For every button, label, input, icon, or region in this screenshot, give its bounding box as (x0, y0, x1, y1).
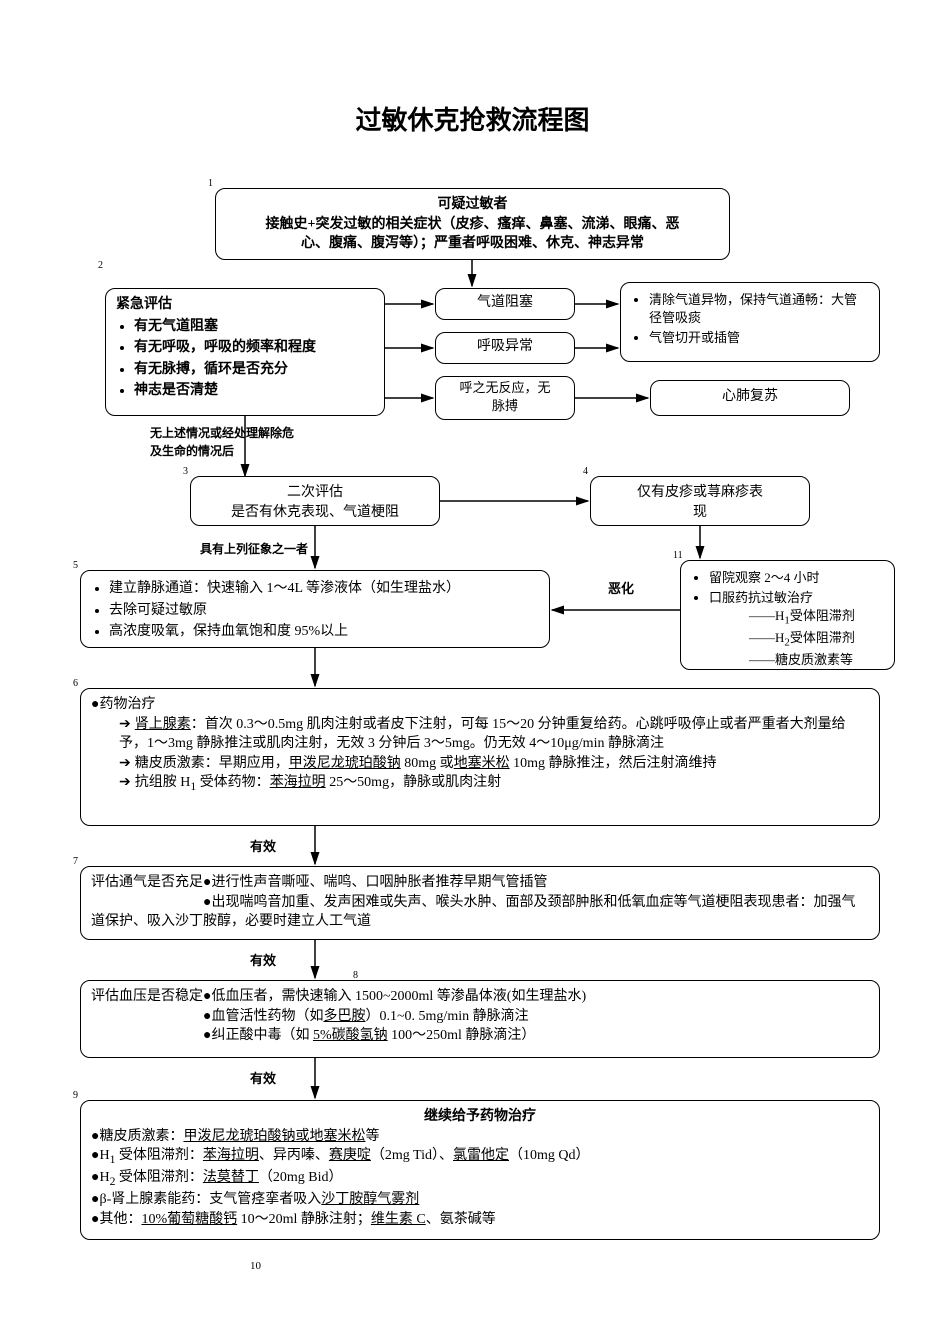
n6-header: ●药物治疗 (91, 695, 869, 715)
n9-list: ●糖皮质激素：甲泼尼龙琥珀酸钠或地塞米松等 ●H1 受体阻滞剂：苯海拉明、异丙嗪… (91, 1127, 869, 1230)
node-num-3: 3 (183, 466, 188, 477)
n5-b1: 去除可疑过敏原 (109, 601, 539, 621)
n11-b0: 留院观察 2～4 小时 (709, 569, 884, 587)
edge-label-worse: 恶化 (608, 578, 634, 597)
node-num-11: 11 (673, 550, 683, 561)
n9-header: 继续给予药物治疗 (91, 1107, 869, 1127)
node-secondary-eval: 二次评估 是否有休克表现、气道梗阻 (190, 476, 440, 526)
n2-bullets: 有无气道阻塞 有无呼吸，呼吸的频率和程度 有无脉搏，循环是否充分 神志是否清楚 (116, 317, 374, 401)
node-rash-only: 仅有皮疹或荨麻疹表 现 (590, 476, 810, 526)
node-num-1: 1 (208, 178, 213, 189)
node-num-6: 6 (73, 678, 78, 689)
n11-bullets: 留院观察 2～4 小时 口服药抗过敏治疗——H1受体阻滞剂——H2受体阻滞剂——… (691, 569, 884, 669)
n9-b4: ●其他：10%葡萄糖酸钙 10～20ml 静脉注射；维生素 C、氨茶碱等 (91, 1210, 869, 1230)
n6-a0: 肾上腺素：首次 0.3～0.5mg 肌肉注射或者皮下注射，可每 15～20 分钟… (119, 715, 869, 754)
n9-b2: ●H2 受体阻滞剂：法莫替丁（20mg Bid） (91, 1168, 869, 1190)
n2-b2: 有无脉搏，循环是否充分 (134, 360, 374, 380)
node-observe: 留院观察 2～4 小时 口服药抗过敏治疗——H1受体阻滞剂——H2受体阻滞剂——… (680, 560, 895, 670)
n2-b0: 有无气道阻塞 (134, 317, 374, 337)
n5-bullets: 建立静脉通道：快速输入 1～4L 等渗液体（如生理盐水） 去除可疑过敏原 高浓度… (91, 579, 539, 642)
n9-b1: ●H1 受体阻滞剂：苯海拉明、异丙嗪、赛庚啶（2mg Tid）、氯雷他定（10m… (91, 1146, 869, 1168)
n9-b3: ●β-肾上腺素能药：支气管痉挛者吸入沙丁胺醇气雾剂 (91, 1190, 869, 1210)
edge-label-eff2: 有效 (250, 950, 276, 969)
node-num-7: 7 (73, 856, 78, 867)
n5-b2: 高浓度吸氧，保持血氧饱和度 95%以上 (109, 622, 539, 642)
node-num-9: 9 (73, 1090, 78, 1101)
nclear-b0: 清除气道异物，保持气道通畅：大管径管吸痰 (649, 291, 869, 327)
node-airway-obstruction: 气道阻塞 (435, 288, 575, 320)
n6-a2: 抗组胺 H1 受体药物：苯海拉明 25～50mg，静脉或肌肉注射 (119, 773, 869, 795)
n2-header: 紧急评估 (116, 295, 374, 315)
n11-b1: 口服药抗过敏治疗——H1受体阻滞剂——H2受体阻滞剂——糖皮质激素等 (709, 589, 884, 669)
page-title: 过敏休克抢救流程图 (0, 100, 945, 137)
edge-label-noabove-1: 无上述情况或经处理解除危 (150, 424, 294, 441)
n2-b3: 神志是否清楚 (134, 381, 374, 401)
node-emergency-eval: 紧急评估 有无气道阻塞 有无呼吸，呼吸的频率和程度 有无脉搏，循环是否充分 神志… (105, 288, 385, 416)
node-continue-drugs: 继续给予药物治疗 ●糖皮质激素：甲泼尼龙琥珀酸钠或地塞米松等 ●H1 受体阻滞剂… (80, 1100, 880, 1240)
edge-label-eff1: 有效 (250, 836, 276, 855)
n3-l1: 是否有休克表现、气道梗阻 (201, 503, 429, 523)
n6-a1: 糖皮质激素：早期应用，甲泼尼龙琥珀酸钠 80mg 或地塞米松 10mg 静脉推注… (119, 754, 869, 774)
node-cpr: 心肺复苏 (650, 380, 850, 416)
n3-l0: 二次评估 (201, 483, 429, 503)
n5-b0: 建立静脉通道：快速输入 1～4L 等渗液体（如生理盐水） (109, 579, 539, 599)
nclear-bullets: 清除气道异物，保持气道通畅：大管径管吸痰 气管切开或插管 (631, 291, 869, 348)
edge-label-noabove-2: 及生命的情况后 (150, 442, 234, 459)
n4-l1: 现 (601, 503, 799, 523)
node-clear-airway: 清除气道异物，保持气道通畅：大管径管吸痰 气管切开或插管 (620, 282, 880, 362)
node-breathing-abnormal: 呼吸异常 (435, 332, 575, 364)
node-suspect: 可疑过敏者 接触史+突发过敏的相关症状（皮疹、瘙痒、鼻塞、流涕、眼痛、恶 心、腹… (215, 188, 730, 260)
node-num-5: 5 (73, 560, 78, 571)
node-drug-therapy: ●药物治疗 肾上腺素：首次 0.3～0.5mg 肌肉注射或者皮下注射，可每 15… (80, 688, 880, 826)
edge-label-hasone: 具有上列征象之一者 (200, 540, 308, 557)
n1-line1: 接触史+突发过敏的相关症状（皮疹、瘙痒、鼻塞、流涕、眼痛、恶 (226, 215, 719, 235)
n4-l0: 仅有皮疹或荨麻疹表 (601, 483, 799, 503)
page: 过敏休克抢救流程图 (0, 0, 945, 1337)
nclear-b1: 气管切开或插管 (649, 329, 869, 347)
node-no-response: 呼之无反应，无 脉搏 (435, 376, 575, 420)
node-bp-eval: 评估血压是否稳定●低血压者，需快速输入 1500~2000ml 等渗晶体液(如生… (80, 980, 880, 1058)
n1-line2: 心、腹痛、腹泻等）；严重者呼吸困难、休克、神志异常 (226, 234, 719, 254)
page-number: 10 (250, 1260, 261, 1272)
node-iv-access: 建立静脉通道：快速输入 1～4L 等渗液体（如生理盐水） 去除可疑过敏原 高浓度… (80, 570, 550, 648)
node-num-2: 2 (98, 260, 103, 271)
n1-line0: 可疑过敏者 (226, 195, 719, 215)
n2-b1: 有无呼吸，呼吸的频率和程度 (134, 338, 374, 358)
node-num-4: 4 (583, 466, 588, 477)
edge-label-eff3: 有效 (250, 1068, 276, 1087)
node-ventilation-eval: 评估通气是否充足●进行性声音嘶哑、喘鸣、口咽肿胀者推荐早期气管插管 ●出现喘鸣音… (80, 866, 880, 940)
n9-b0: ●糖皮质激素：甲泼尼龙琥珀酸钠或地塞米松等 (91, 1127, 869, 1147)
